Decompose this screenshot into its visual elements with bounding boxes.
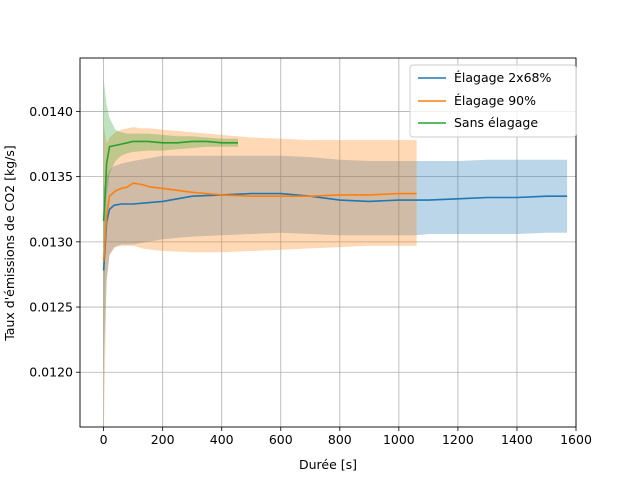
band-sans-elagage bbox=[103, 78, 238, 373]
x-tick-label: 0 bbox=[100, 432, 108, 447]
y-tick-label: 0.0120 bbox=[29, 365, 73, 380]
series-lines bbox=[102, 140, 568, 271]
legend-label-sans-elagage: Sans élagage bbox=[454, 115, 538, 130]
line-elagage-2x68 bbox=[102, 192, 568, 271]
band-elagage-2x68 bbox=[103, 155, 568, 373]
legend-label-elagage-2x68: Élagage 2x68% bbox=[454, 70, 551, 85]
band-elagage-90 bbox=[103, 124, 417, 438]
y-tick-label: 0.0130 bbox=[29, 234, 73, 249]
line-sans-elagage bbox=[102, 140, 238, 222]
axes-frame bbox=[79, 57, 577, 428]
x-tick-label: 1600 bbox=[560, 432, 592, 447]
x-tick-label: 400 bbox=[210, 432, 234, 447]
x-tick-label: 200 bbox=[151, 432, 175, 447]
legend-box bbox=[409, 64, 577, 138]
legend-label-elagage-90: Élagage 90% bbox=[454, 93, 536, 108]
y-tick-label: 0.0125 bbox=[29, 300, 73, 315]
x-tick-label: 1000 bbox=[383, 432, 415, 447]
confidence-bands bbox=[103, 78, 568, 438]
line-elagage-90 bbox=[102, 182, 417, 262]
axis-ticks: 0 200 400 600 800 1000 1200 1400 1600 0.0120 0.012… bbox=[29, 104, 592, 447]
x-axis-label: Durée [s] bbox=[299, 457, 357, 472]
x-tick-label: 800 bbox=[328, 432, 352, 447]
y-axis-label: Taux d'émissions de CO2 [kg/s] bbox=[2, 145, 17, 342]
x-tick-label: 1400 bbox=[501, 432, 533, 447]
x-tick-label: 600 bbox=[269, 432, 293, 447]
y-tick-label: 0.0140 bbox=[29, 104, 73, 119]
y-tick-label: 0.0135 bbox=[29, 169, 73, 184]
legend: Élagage 2x68% Élagage 90% Sans élagage bbox=[409, 64, 577, 138]
x-tick-label: 1200 bbox=[442, 432, 474, 447]
